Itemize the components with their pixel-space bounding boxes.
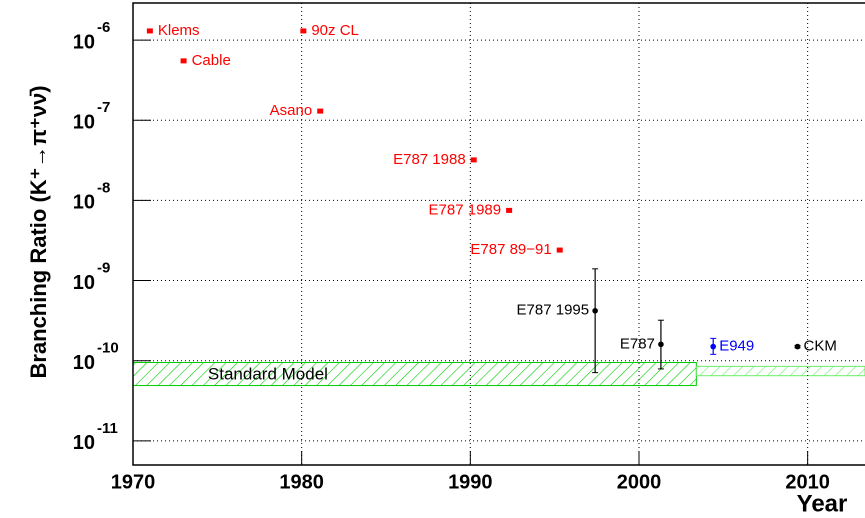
x-tick-label: 1990 bbox=[448, 471, 493, 493]
y-tick-exponent: -6 bbox=[97, 19, 110, 36]
point-label: CKM bbox=[804, 338, 837, 355]
y-tick-label: 10 bbox=[73, 192, 95, 214]
y-tick-label: 10 bbox=[73, 352, 95, 374]
limit-marker bbox=[556, 247, 563, 253]
x-tick-label: 1980 bbox=[279, 471, 324, 493]
axes bbox=[132, 2, 865, 466]
limit-marker bbox=[180, 58, 187, 64]
point-label: Asano bbox=[270, 102, 313, 119]
limit-marker bbox=[470, 157, 477, 163]
point-label: Cable bbox=[192, 52, 231, 69]
y-tick-exponent: -10 bbox=[97, 340, 119, 357]
point bbox=[710, 343, 717, 350]
x-axis-label: Year bbox=[797, 490, 848, 517]
point-label: 90z CL bbox=[311, 22, 359, 39]
limit-marker bbox=[300, 28, 307, 34]
point bbox=[794, 343, 801, 350]
point-label: E787 89−91 bbox=[470, 241, 551, 258]
y-tick-label: 10 bbox=[73, 272, 95, 294]
y-tick-label: 10 bbox=[73, 432, 95, 454]
limit-marker bbox=[146, 28, 153, 34]
limit-marker bbox=[506, 207, 513, 213]
point-label: E787 bbox=[620, 335, 655, 352]
point-label: E787 1988 bbox=[393, 151, 466, 168]
point bbox=[592, 307, 598, 314]
y-tick-exponent: -9 bbox=[97, 260, 110, 277]
band-label: Standard Model bbox=[208, 365, 328, 384]
point-label: E787 1995 bbox=[517, 302, 590, 319]
x-tick-label: 1970 bbox=[111, 471, 156, 493]
y-tick-label: 10 bbox=[73, 112, 95, 134]
y-tick-exponent: -8 bbox=[97, 179, 110, 196]
limit-marker bbox=[317, 108, 324, 114]
y-tick-label: 10 bbox=[73, 31, 95, 53]
y-tick-exponent: -7 bbox=[97, 99, 110, 116]
y-tick-exponent: -11 bbox=[97, 420, 118, 437]
x-tick-label: 2010 bbox=[785, 471, 830, 493]
point-label: E787 1989 bbox=[429, 201, 502, 218]
point bbox=[658, 341, 664, 348]
point-label: E949 bbox=[719, 338, 754, 355]
x-tick-label: 2000 bbox=[617, 471, 662, 493]
y-axis-label: Branching Ratio (K⁺→π⁺νν̄) bbox=[26, 85, 51, 378]
band bbox=[695, 365, 865, 377]
plot: Standard Model10-1110-1010-910-810-710-6… bbox=[73, 2, 865, 493]
point-label: Klems bbox=[158, 22, 200, 39]
